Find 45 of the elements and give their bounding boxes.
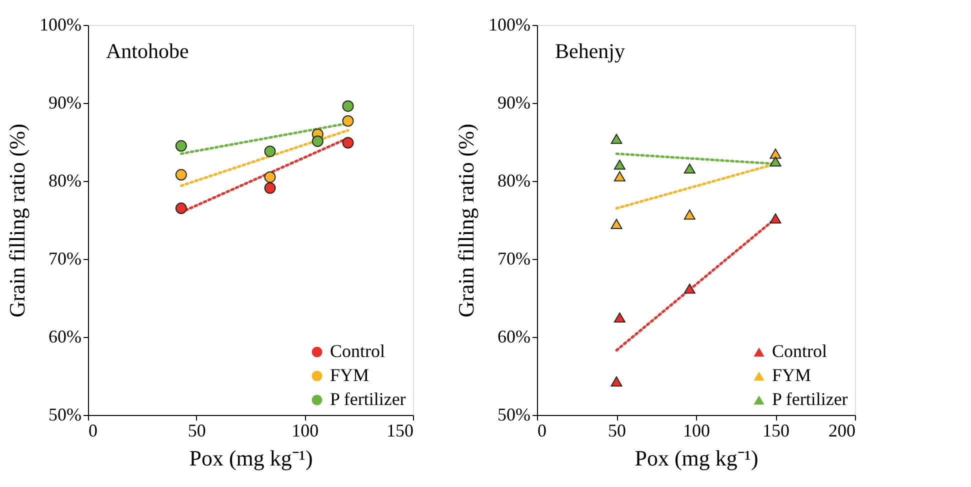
x-tick-label: 150 — [386, 420, 414, 440]
legend-label: FYM — [330, 365, 370, 385]
y-tick-label: 90% — [48, 92, 82, 112]
text: Antohobe — [106, 39, 189, 63]
legend-label: P fertilizer — [772, 389, 848, 409]
y-axis-title: Grain filling ratio (%) — [4, 124, 30, 318]
y-tick-label: 50% — [498, 404, 530, 424]
point — [684, 210, 696, 220]
point — [610, 218, 622, 229]
x-tick-label: 100 — [683, 420, 710, 440]
x-tick-label: 50 — [188, 420, 206, 440]
point — [684, 284, 696, 294]
point — [684, 163, 696, 174]
point — [614, 312, 626, 323]
legend-label: FYM — [772, 365, 812, 385]
y-tick-label: 90% — [498, 92, 530, 112]
x-tick-label: 0 — [88, 420, 98, 440]
point — [614, 160, 626, 170]
point — [610, 134, 622, 144]
text: Behenjy — [555, 39, 626, 63]
y-tick-label: 70% — [48, 248, 82, 268]
y-axis-title: Grain filling ratio (%) — [454, 124, 479, 318]
legend-label: Control — [330, 341, 386, 361]
point — [770, 156, 782, 167]
x-tick-label: 50 — [608, 420, 626, 440]
y-tick-label: 100% — [488, 14, 530, 34]
x-axis-title: Pox (mg kg⁻¹) — [189, 446, 313, 470]
point — [614, 171, 626, 182]
y-tick-label: 70% — [498, 248, 530, 268]
point — [770, 213, 782, 224]
legend-label: P fertilizer — [330, 389, 406, 409]
y-tick-label: 100% — [40, 14, 82, 34]
y-tick-label: 80% — [498, 170, 530, 190]
x-axis-title: Pox (mg kg⁻¹) — [634, 446, 758, 470]
x-tick-label: 0 — [538, 420, 546, 440]
y-tick-label: 80% — [48, 170, 82, 190]
y-tick-label: 50% — [48, 404, 82, 424]
y-tick-label: 60% — [498, 326, 530, 346]
point — [770, 148, 782, 159]
y-tick-label: 60% — [48, 326, 82, 346]
x-tick-label: 200 — [828, 420, 856, 440]
point — [610, 376, 622, 386]
legend-label: Control — [772, 341, 828, 361]
x-tick-label: 100 — [292, 420, 319, 440]
x-tick-label: 150 — [762, 420, 790, 440]
